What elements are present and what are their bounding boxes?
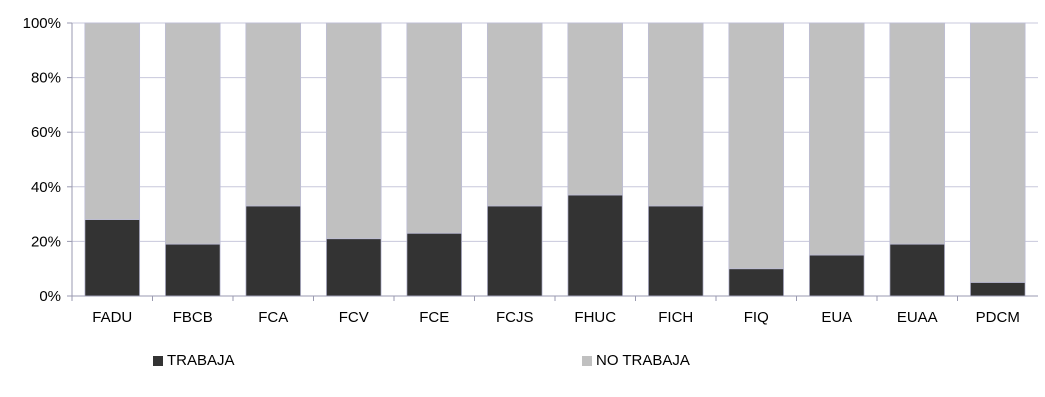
y-tick-label: 80% <box>31 70 61 87</box>
x-tick-label: FICH <box>658 309 693 326</box>
y-tick-label: 60% <box>31 124 61 141</box>
bar-segment-no-trabaja <box>406 22 463 234</box>
legend-label-no-trabaja: NO TRABAJA <box>596 352 690 369</box>
bar-segment-no-trabaja <box>808 22 865 256</box>
bar-segment-no-trabaja <box>647 22 704 207</box>
legend-item-trabaja: TRABAJA <box>153 352 235 369</box>
x-tick-label: FBCB <box>173 309 213 326</box>
bar-segment-no-trabaja <box>567 22 624 196</box>
bar-segment-trabaja <box>889 243 946 297</box>
bar-segment-no-trabaja <box>325 22 382 240</box>
bar-segment-trabaja <box>969 281 1026 297</box>
bar-segment-no-trabaja <box>84 22 141 220</box>
x-tick-label: FCA <box>258 309 288 326</box>
bar-segment-trabaja <box>808 254 865 297</box>
bar-segment-trabaja <box>567 194 624 297</box>
bar-segment-trabaja <box>486 205 543 297</box>
gridlines <box>72 22 1038 242</box>
x-tick-label: EUAA <box>897 309 938 326</box>
legend-item-no-trabaja: NO TRABAJA <box>582 352 690 369</box>
bar-segment-no-trabaja <box>728 22 785 270</box>
bar-segment-trabaja <box>728 268 785 297</box>
bar-segment-trabaja <box>84 219 141 297</box>
bar-segment-trabaja <box>325 238 382 297</box>
legend-label-trabaja: TRABAJA <box>167 352 235 369</box>
bars <box>84 22 1026 297</box>
x-tick-label: FIQ <box>744 309 769 326</box>
x-tick-label: FCV <box>339 309 369 326</box>
x-tick-label: FCJS <box>496 309 534 326</box>
bar-segment-no-trabaja <box>969 22 1026 283</box>
bar-segment-no-trabaja <box>245 22 302 207</box>
x-tick-label: FHUC <box>574 309 616 326</box>
bar-segment-no-trabaja <box>486 22 543 207</box>
bar-segment-no-trabaja <box>889 22 946 245</box>
x-tick-label: EUA <box>821 309 852 326</box>
legend-swatch-no-trabaja <box>582 355 592 366</box>
x-tick-label: FADU <box>92 309 132 326</box>
legend-swatch-trabaja <box>153 355 163 366</box>
x-tick-label: PDCM <box>976 309 1020 326</box>
y-tick-label: 100% <box>23 15 61 32</box>
bar-segment-trabaja <box>164 243 221 297</box>
bar-segment-trabaja <box>245 205 302 297</box>
y-tick-label: 20% <box>31 233 61 250</box>
tick-labels: 0% 20% 40% 60% 80% 100% FADU FBCB FCA FCV FCE FCJS F… <box>23 15 1020 326</box>
bar-segment-no-trabaja <box>164 22 221 245</box>
axes <box>67 22 1038 301</box>
bar-segment-trabaja <box>647 205 704 297</box>
bar-segment-trabaja <box>406 232 463 297</box>
y-tick-label: 0% <box>39 288 61 305</box>
y-tick-label: 40% <box>31 179 61 196</box>
x-tick-label: FCE <box>419 309 449 326</box>
